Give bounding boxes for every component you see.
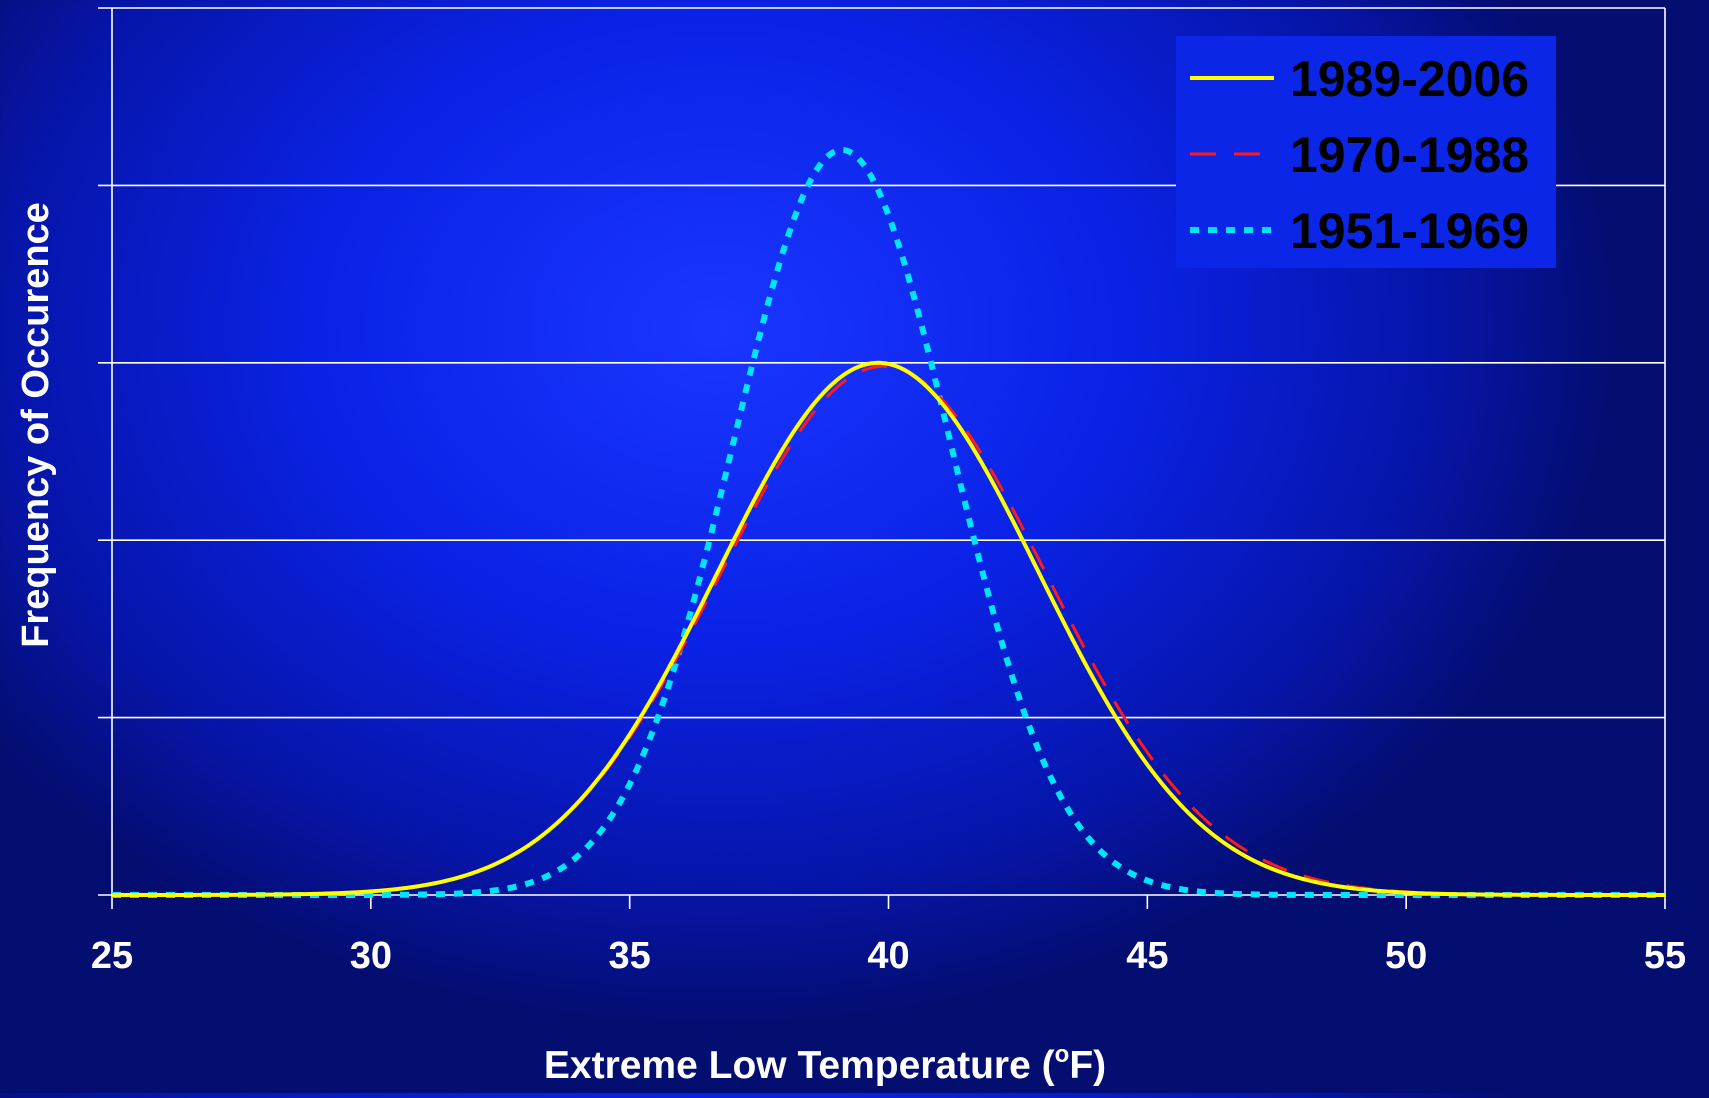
series-line-1989-2006 (112, 360, 1665, 897)
series-line-1970-1988 (112, 364, 1665, 897)
y-axis-title: Frequency of Occurence (15, 202, 57, 648)
x-axis-title-degree: o (1055, 1041, 1070, 1068)
legend-label: 1951-1969 (1290, 203, 1529, 259)
series-layer (111, 146, 1666, 898)
x-tick-label: 35 (609, 935, 651, 977)
legend-box (1176, 36, 1556, 268)
legend-label: 1989-2006 (1290, 51, 1529, 107)
axes-layer (98, 8, 1666, 909)
x-tick-labels: 25 30 35 40 45 50 55 (91, 935, 1686, 977)
x-tick-label: 40 (867, 935, 909, 977)
x-axis-title-text: Extreme Low Temperature ( (544, 1044, 1055, 1087)
x-tick-label: 50 (1385, 935, 1427, 977)
x-tick-label: 55 (1644, 935, 1686, 977)
x-tick-label: 30 (350, 935, 392, 977)
legend: 1989-2006 1970-1988 1951-1969 (1176, 36, 1556, 268)
x-tick-label: 45 (1126, 935, 1168, 977)
x-axis-title: Extreme Low Temperature (oF) (544, 1041, 1106, 1087)
x-tick-label: 25 (91, 935, 133, 977)
x-axis-title-unit: F) (1069, 1044, 1106, 1087)
legend-label: 1970-1988 (1290, 127, 1529, 183)
series-line-1951-1969 (111, 146, 1666, 898)
